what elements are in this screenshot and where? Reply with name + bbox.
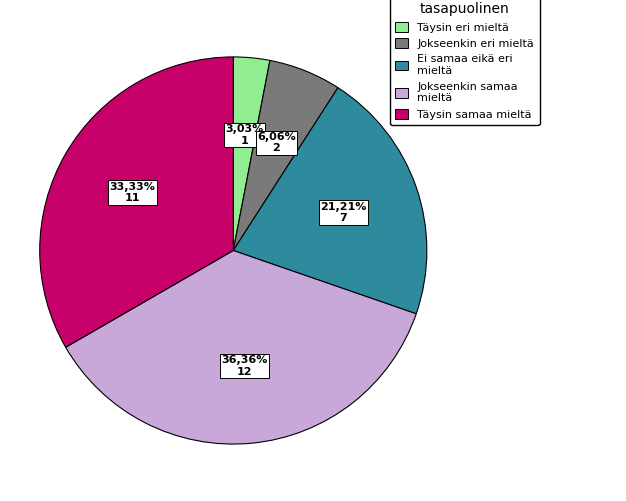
Text: 6,06%
2: 6,06% 2 <box>257 132 296 153</box>
Wedge shape <box>233 61 338 250</box>
Text: 21,21%
7: 21,21% 7 <box>320 202 366 223</box>
Wedge shape <box>233 57 270 250</box>
Legend: Täysin eri mieltä, Jokseenkin eri mieltä, Ei samaa eikä eri
mieltä, Jokseenkin s: Täysin eri mieltä, Jokseenkin eri mieltä… <box>389 0 540 125</box>
Wedge shape <box>39 57 233 347</box>
Text: 36,36%
12: 36,36% 12 <box>221 355 267 377</box>
Wedge shape <box>233 88 427 314</box>
Wedge shape <box>66 250 416 444</box>
Text: 33,33%
11: 33,33% 11 <box>110 182 156 203</box>
Text: 3,03%
1: 3,03% 1 <box>225 124 264 146</box>
